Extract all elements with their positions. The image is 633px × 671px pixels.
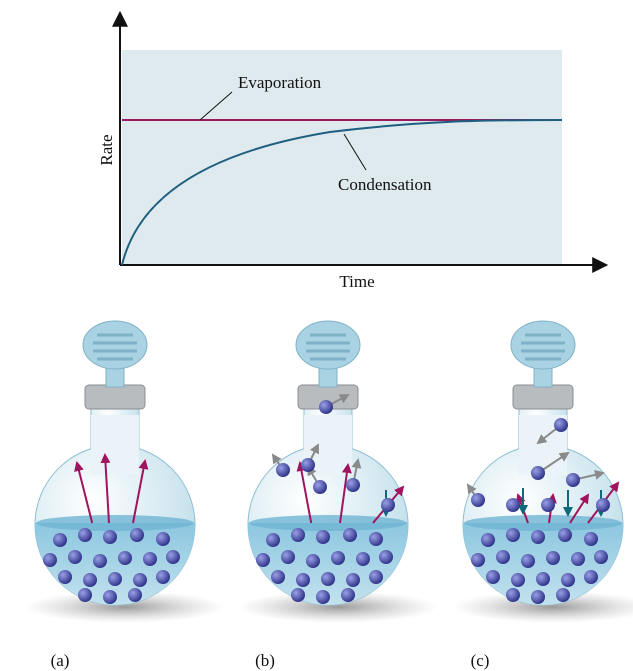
molecule [584, 532, 598, 546]
molecule [78, 588, 92, 602]
molecule [156, 532, 170, 546]
evaporation-arrow [100, 453, 111, 524]
leader [199, 91, 233, 121]
molecule [321, 572, 335, 586]
flask [25, 321, 225, 623]
molecule [108, 572, 122, 586]
molecule [58, 570, 72, 584]
molecule [281, 550, 295, 564]
molecule [341, 588, 355, 602]
vapor-molecule [381, 498, 395, 512]
panel-label: (b) [255, 651, 275, 670]
evaporation-arrow [132, 459, 149, 524]
molecule [511, 573, 525, 587]
flask-body [238, 321, 438, 623]
molecule [521, 554, 535, 568]
vapor-molecule [346, 478, 360, 492]
molecule [584, 570, 598, 584]
molecule [471, 553, 485, 567]
molecule [356, 552, 370, 566]
molecule [68, 550, 82, 564]
vapor-molecule [313, 480, 327, 494]
vapor-molecule [541, 498, 555, 512]
curve-label: Evaporation [238, 73, 322, 92]
molecule [531, 530, 545, 544]
molecule [53, 533, 67, 547]
molecule [369, 532, 383, 546]
curve-label: Condensation [338, 175, 432, 194]
vapor-molecule [301, 458, 315, 472]
molecule [316, 590, 330, 604]
molecule [133, 573, 147, 587]
evaporation-arrow [74, 461, 94, 524]
molecule [166, 550, 180, 564]
panel-label: (c) [471, 651, 490, 670]
molecule [103, 590, 117, 604]
molecule [291, 588, 305, 602]
molecule [561, 573, 575, 587]
molecule [486, 570, 500, 584]
molecule [506, 588, 520, 602]
molecule [594, 550, 608, 564]
molecule [118, 551, 132, 565]
vapor-molecule [566, 473, 580, 487]
molecule [296, 573, 310, 587]
panel-label: (a) [51, 651, 70, 670]
y-axis-label: Rate [97, 134, 116, 165]
molecule [143, 552, 157, 566]
molecule [546, 551, 560, 565]
molecule [571, 552, 585, 566]
vapor-molecule [276, 463, 290, 477]
vapor-molecule [554, 418, 568, 432]
leader [343, 133, 367, 171]
molecule [256, 553, 270, 567]
molecule [556, 588, 570, 602]
molecule [331, 551, 345, 565]
vapor-molecule [531, 466, 545, 480]
condensation-curve [121, 119, 563, 266]
flask [453, 321, 633, 623]
molecule [291, 528, 305, 542]
molecule [343, 528, 357, 542]
vapor-molecule [319, 400, 333, 414]
vapor-molecule [596, 498, 610, 512]
molecule [558, 528, 572, 542]
molecule [316, 530, 330, 544]
flask-body [25, 321, 225, 623]
flask [238, 321, 438, 623]
molecule [306, 554, 320, 568]
molecule [83, 573, 97, 587]
flasks [25, 321, 633, 623]
molecule [128, 588, 142, 602]
molecule [481, 533, 495, 547]
molecule [93, 554, 107, 568]
molecule [496, 550, 510, 564]
evaporation-arrow [569, 493, 590, 524]
molecule [130, 528, 144, 542]
molecule [43, 553, 57, 567]
molecule [536, 572, 550, 586]
x-axis-label: Time [339, 272, 374, 291]
molecule [156, 570, 170, 584]
evaporation-arrow [296, 461, 313, 524]
molecule [103, 530, 117, 544]
molecule [379, 550, 393, 564]
molecule [531, 590, 545, 604]
evaporation-arrow [339, 463, 352, 524]
vapor-molecule [471, 493, 485, 507]
molecule [271, 570, 285, 584]
molecule [506, 528, 520, 542]
molecule [346, 573, 360, 587]
molecule [78, 528, 92, 542]
plot-area [122, 50, 562, 265]
molecule [266, 533, 280, 547]
vapor-molecule [506, 498, 520, 512]
molecule [369, 570, 383, 584]
